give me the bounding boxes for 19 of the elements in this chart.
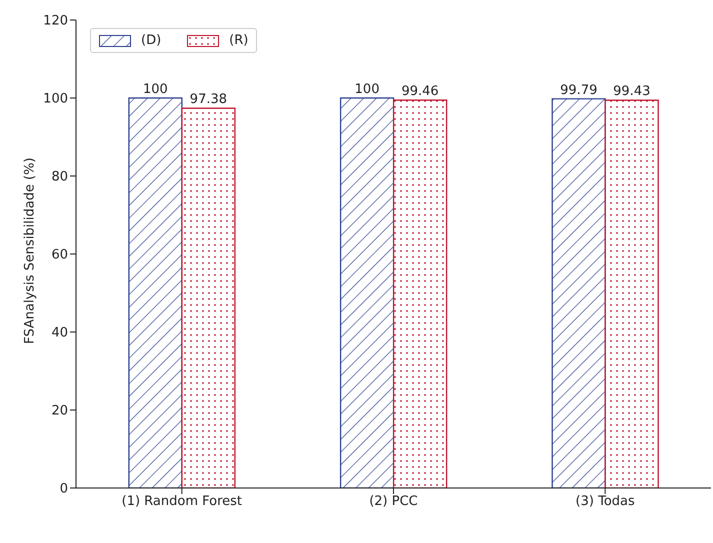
y-tick-label: 20: [51, 404, 68, 419]
y-tick-label: 80: [51, 170, 68, 185]
data-label: 99.46: [401, 84, 439, 100]
y-tick-label: 100: [43, 92, 68, 107]
y-axis-title: FSAnalysis Sensibilidade (%): [22, 158, 38, 344]
legend-label: (R): [228, 33, 248, 48]
data-label: 99.43: [613, 84, 650, 100]
data-label: 100: [354, 82, 380, 97]
x-tick-label: (3) Todas: [576, 494, 635, 510]
y-tick-label: 40: [51, 326, 68, 341]
y-tick-label: 120: [43, 14, 68, 29]
y-tick-label: 60: [51, 248, 68, 263]
x-tick-label: (2) PCC: [369, 494, 418, 510]
x-tick-label: (1) Random Forest: [122, 494, 242, 510]
y-tick-label: 0: [60, 482, 68, 497]
legend-label: (D): [140, 33, 162, 48]
data-label: 99.79: [560, 82, 598, 98]
data-label: 100: [143, 82, 168, 97]
data-label: 97.38: [190, 92, 228, 108]
